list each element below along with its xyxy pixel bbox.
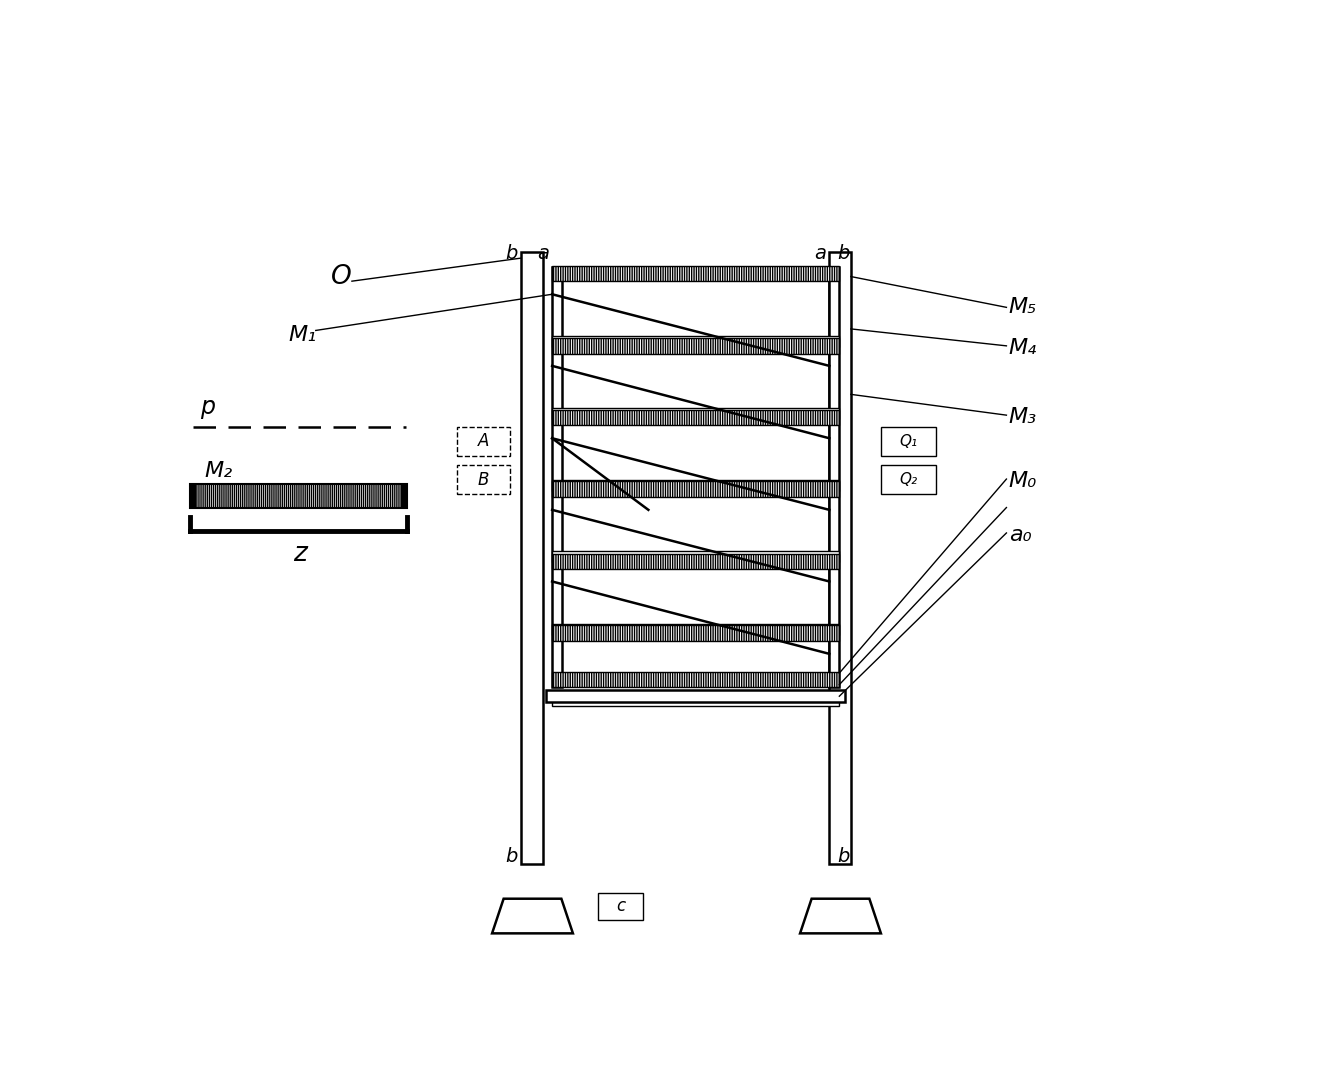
Bar (552, 338, 839, 354)
Bar (552, 551, 839, 562)
Text: p: p (200, 395, 216, 420)
Text: a: a (814, 244, 826, 263)
Bar (401, 484, 408, 507)
Text: Q₂: Q₂ (900, 473, 917, 488)
Text: a: a (536, 244, 548, 263)
Bar (881, 465, 936, 494)
Bar (546, 691, 845, 702)
Bar (190, 484, 408, 507)
Text: M₂: M₂ (205, 462, 233, 481)
Bar (552, 410, 839, 425)
Bar (552, 626, 839, 641)
Text: Q₁: Q₁ (900, 434, 917, 449)
Bar (552, 408, 839, 419)
Text: c: c (616, 898, 625, 915)
Text: O: O (331, 263, 351, 289)
Text: M₅: M₅ (1008, 298, 1037, 317)
Text: a₀: a₀ (1008, 525, 1031, 545)
Bar (552, 336, 839, 346)
Text: b: b (838, 847, 850, 865)
Bar (598, 892, 642, 920)
Bar (522, 251, 543, 864)
Text: M₃: M₃ (1008, 408, 1037, 427)
Bar (552, 480, 839, 491)
Text: z: z (292, 541, 307, 566)
Bar (552, 268, 562, 687)
Text: M₄: M₄ (1008, 338, 1037, 358)
Bar (552, 624, 839, 634)
Text: b: b (838, 244, 850, 263)
Bar (552, 554, 839, 569)
Text: b: b (506, 244, 518, 263)
Bar (457, 426, 510, 456)
Bar (829, 251, 852, 864)
Bar (190, 484, 196, 507)
Bar (829, 268, 839, 687)
Text: M₀: M₀ (1008, 472, 1037, 491)
Bar (457, 465, 510, 494)
Bar (881, 426, 936, 456)
Bar (552, 481, 839, 496)
Polygon shape (492, 899, 573, 933)
Polygon shape (801, 899, 881, 933)
Text: M₁: M₁ (288, 325, 316, 345)
Bar (552, 671, 839, 687)
Text: A: A (477, 433, 489, 450)
Text: b: b (506, 847, 518, 865)
Text: B: B (477, 470, 489, 489)
Bar (552, 696, 839, 707)
Bar (552, 265, 839, 282)
